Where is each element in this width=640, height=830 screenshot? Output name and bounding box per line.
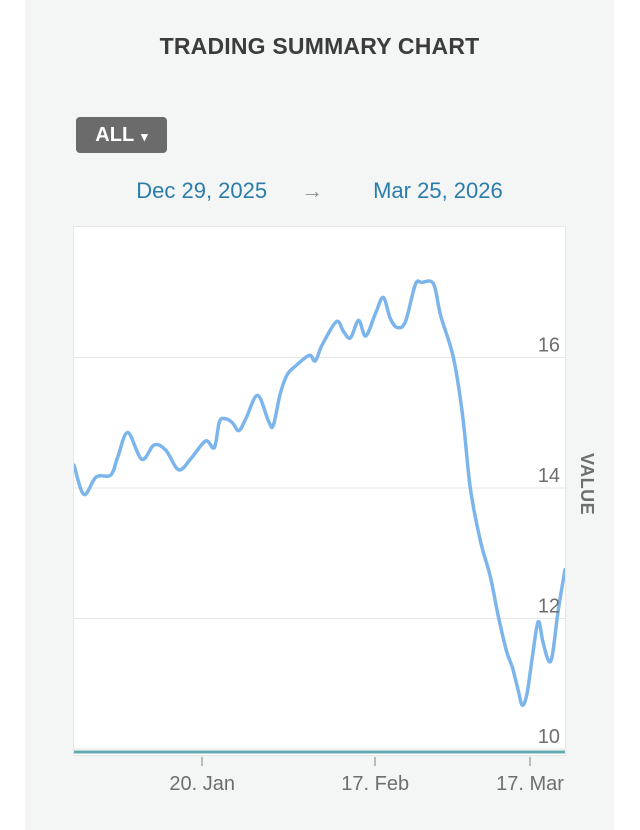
date-range-end[interactable]: Mar 25, 2026 [373,178,503,203]
chart-plot-svg[interactable]: 10 12 14 16 [74,227,565,755]
x-axis: 20. Jan 17. Feb 17. Mar [73,756,566,816]
content-panel: TRADING SUMMARY CHART ALL ▾ Dec 29, 2025… [25,0,614,830]
chart-area: 10 12 14 16 20. Jan 17. Feb 17. Mar [73,226,566,826]
x-tick-mark [529,757,531,766]
x-tick-label: 17. Mar [496,773,564,795]
x-tick-mark [201,757,204,766]
series-line [74,279,565,708]
range-dropdown-label: ALL [95,123,135,146]
y-tick-label: 12 [538,596,560,618]
date-range-start[interactable]: Dec 29, 2025 [136,178,268,203]
y-tick-label: 14 [538,465,560,487]
page-title: TRADING SUMMARY CHART [159,33,480,59]
x-tick-mark [374,757,377,766]
x-tick-label: 17. Feb [341,773,410,795]
date-range: Dec 29, 2025 → Mar 25, 2026 [25,178,614,204]
arrow-right-icon: → [301,178,324,203]
y-tick-label: 16 [538,335,560,357]
chart-plot-area[interactable]: 10 12 14 16 [73,226,566,756]
y-axis-title: VALUE [577,453,597,516]
caret-down-icon: ▾ [141,128,148,144]
range-dropdown-button[interactable]: ALL ▾ [76,117,167,153]
y-tick-label: 10 [538,726,560,748]
x-tick-label: 20. Jan [169,773,235,795]
